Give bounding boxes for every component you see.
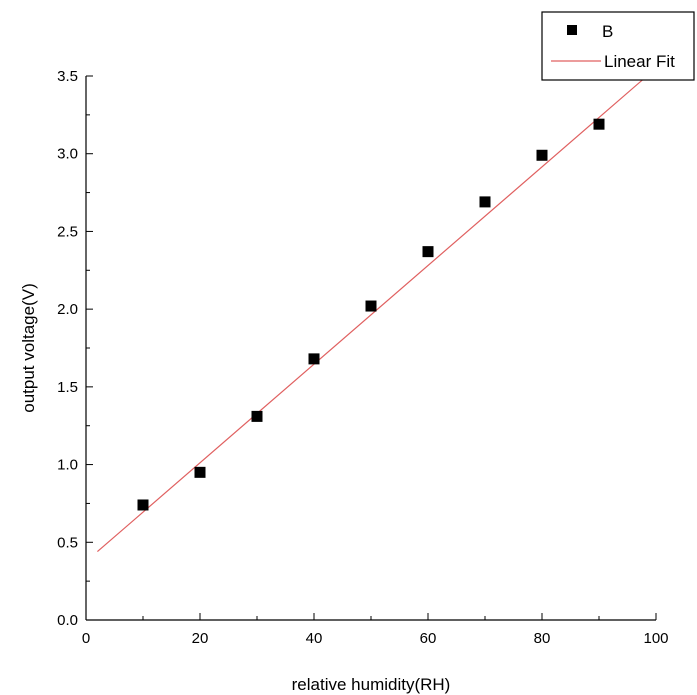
x-axis-title: relative humidity(RH) xyxy=(292,675,451,694)
x-tick-label: 40 xyxy=(306,630,323,647)
y-tick-label: 1.0 xyxy=(57,457,78,474)
x-tick-label: 60 xyxy=(420,630,437,647)
y-tick-label: 0.5 xyxy=(57,534,78,551)
data-point xyxy=(422,246,434,258)
x-tick-label: 80 xyxy=(534,630,551,647)
data-point xyxy=(593,118,605,130)
y-tick-label: 2.0 xyxy=(57,301,78,318)
y-tick-label: 1.5 xyxy=(57,379,78,396)
data-point xyxy=(308,353,320,365)
x-tick-label: 100 xyxy=(643,630,668,647)
chart-marks xyxy=(97,67,657,553)
data-point xyxy=(479,196,491,208)
data-point xyxy=(194,466,206,478)
y-tick-label: 3.0 xyxy=(57,146,78,163)
data-point xyxy=(137,499,149,511)
y-tick-label: 3.5 xyxy=(57,68,78,85)
legend-marker-b xyxy=(567,25,577,35)
legend-label-fit: Linear Fit xyxy=(604,52,675,71)
y-tick-label: 0.0 xyxy=(57,612,78,629)
y-tick-label: 2.5 xyxy=(57,223,78,240)
data-point xyxy=(365,300,377,312)
y-axis-title: output voltage(V) xyxy=(19,283,38,412)
x-tick-label: 0 xyxy=(82,630,90,647)
legend-box xyxy=(541,11,695,81)
chart-legend: B Linear Fit xyxy=(541,11,695,81)
legend-label-b: B xyxy=(602,22,613,41)
data-point xyxy=(536,149,548,161)
data-point xyxy=(251,410,263,422)
chart-axes: 0.0 0.5 1.0 1.5 2.0 2.5 3.0 3.5 0 20 40 60 80 100 rela… xyxy=(19,68,669,694)
x-tick-label: 20 xyxy=(192,630,209,647)
fit-line xyxy=(97,67,657,553)
